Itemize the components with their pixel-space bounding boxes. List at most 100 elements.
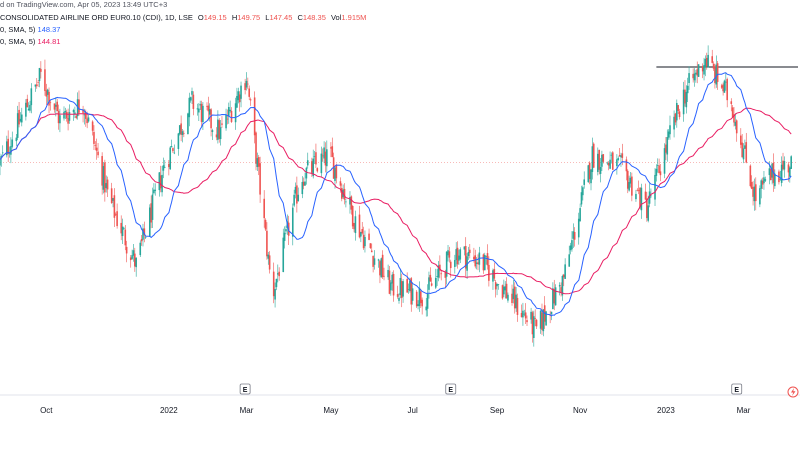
candle-body — [78, 99, 80, 113]
candle-body — [418, 287, 421, 307]
candle-body — [372, 256, 374, 267]
candle-body — [11, 139, 14, 147]
ma2-value: 144.81 — [37, 37, 61, 46]
candle-body — [411, 288, 414, 301]
candle-body — [326, 149, 328, 167]
candle-body — [425, 306, 428, 311]
candle-body — [409, 280, 411, 292]
candle-body — [168, 163, 170, 168]
candle-body — [752, 187, 754, 197]
candle-body — [428, 277, 430, 290]
candle-body — [245, 80, 248, 88]
open-value: 149.15 — [203, 13, 227, 22]
candle-body — [259, 163, 261, 195]
candle-body — [93, 131, 95, 144]
candle-body — [654, 174, 656, 200]
candle-body — [505, 283, 508, 299]
candle-body — [504, 286, 507, 291]
candle-body — [740, 135, 742, 145]
candle-body — [350, 196, 353, 210]
candle-body — [275, 278, 278, 288]
earnings-badge — [731, 383, 743, 395]
candle-body — [573, 232, 576, 240]
candle-body — [631, 176, 633, 196]
candle-body — [398, 297, 400, 301]
candle-body — [459, 249, 462, 260]
candle-body — [712, 63, 715, 69]
candle-body — [206, 105, 208, 107]
candle-body — [163, 166, 166, 168]
ma1-legend[interactable]: 0, SMA, 5) 148.37 — [0, 25, 60, 34]
candle-body — [734, 121, 737, 126]
candle-body — [324, 151, 327, 166]
candle-body — [704, 58, 707, 68]
candle-body — [606, 162, 609, 164]
candle-body — [131, 255, 133, 259]
candle-body — [200, 103, 203, 122]
candle-body — [685, 91, 688, 108]
candle-body — [464, 245, 467, 269]
candle-body — [780, 164, 783, 183]
candle-body — [611, 152, 614, 170]
high-value: 149.75 — [237, 13, 261, 22]
candle-body — [582, 187, 584, 196]
candle-body — [304, 181, 306, 186]
candle-body — [151, 194, 154, 220]
candle-body — [302, 181, 305, 186]
candle-body — [306, 160, 309, 166]
candle-body — [91, 121, 94, 131]
candle-body — [158, 172, 161, 191]
candle-body — [730, 101, 733, 104]
ma2-legend[interactable]: 0, SMA, 5) 144.81 — [0, 37, 60, 46]
candle-body — [132, 250, 135, 256]
candle-body — [530, 311, 532, 320]
candle-body — [637, 190, 640, 191]
candle-body — [313, 156, 316, 158]
candle-body — [116, 211, 118, 227]
candle-body — [503, 286, 505, 295]
published-line: d on TradingView.com, Apr 05, 2023 13:49… — [0, 0, 167, 9]
candle-body — [726, 79, 728, 101]
candle-body — [695, 72, 697, 75]
candle-body — [569, 245, 572, 251]
candle-body — [211, 130, 214, 133]
candle-body — [768, 168, 771, 176]
sma-slow-line — [0, 107, 792, 295]
candle-body — [674, 113, 677, 123]
candle-body — [229, 109, 231, 112]
candle-body — [95, 147, 98, 151]
candle-body — [735, 120, 738, 134]
candle-body — [120, 222, 122, 234]
candle-body — [392, 273, 395, 296]
candle-body — [0, 159, 1, 166]
candle-body — [106, 179, 109, 190]
candle-body — [644, 191, 647, 200]
candle-body — [198, 108, 200, 113]
candle-body — [187, 113, 189, 135]
candle-body — [173, 152, 176, 154]
candle-body — [629, 177, 632, 184]
candle-body — [531, 312, 534, 335]
candle-body — [244, 83, 246, 91]
candle-body — [189, 97, 192, 101]
candle-body — [360, 232, 362, 237]
candle-body — [256, 158, 259, 168]
earnings-badge — [239, 383, 251, 395]
candle-body — [579, 208, 581, 222]
candle-body — [236, 95, 238, 108]
candle-body — [282, 237, 285, 273]
candle-body — [723, 80, 726, 93]
candle-body — [601, 154, 603, 167]
candle-body — [177, 133, 180, 149]
candle-body — [407, 289, 410, 290]
candle-body — [210, 109, 212, 129]
candle-body — [617, 158, 620, 160]
candle-body — [591, 146, 594, 172]
candle-body — [247, 83, 249, 85]
candle-body — [492, 270, 494, 282]
candle-body — [154, 189, 157, 191]
candle-body — [20, 114, 23, 123]
candle-body — [183, 133, 185, 134]
